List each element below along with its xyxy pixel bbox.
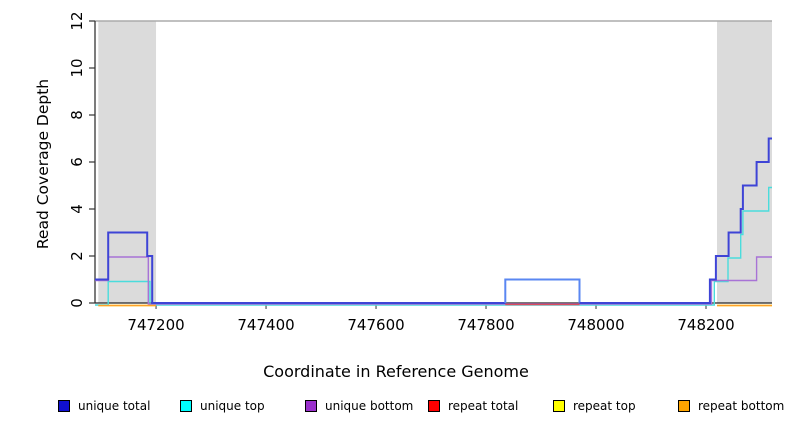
unique-total-swatch-icon	[58, 400, 70, 412]
x-tick-label: 748200	[677, 316, 734, 334]
legend-label: repeat bottom	[698, 399, 785, 413]
repeat-bottom-swatch-icon	[678, 400, 690, 412]
x-axis-label: Coordinate in Reference Genome	[263, 362, 529, 381]
legend-label: repeat total	[448, 399, 519, 413]
unique-bottom-swatch-icon	[305, 400, 317, 412]
legend-item-repeat-total: repeat total	[428, 398, 518, 414]
legend-label: unique total	[78, 399, 151, 413]
legend-label: unique top	[200, 399, 265, 413]
legend-label: unique bottom	[325, 399, 414, 413]
x-tick-label: 747800	[457, 316, 514, 334]
y-tick-label: 2	[68, 251, 86, 261]
legend-item-repeat-bottom: repeat bottom	[678, 398, 784, 414]
series-unique-total	[579, 137, 772, 304]
series-unique-total	[504, 278, 581, 303]
x-tick-label: 748000	[567, 316, 624, 334]
series-unique-total	[95, 231, 506, 304]
y-tick-label: 8	[68, 110, 86, 120]
repeat-total-swatch-icon	[428, 400, 440, 412]
repeat-region-band	[98, 21, 157, 303]
x-tick-label: 747400	[237, 316, 294, 334]
series-unique-top	[95, 186, 772, 306]
y-tick-label: 0	[68, 298, 86, 308]
y-tick-label: 10	[68, 58, 86, 77]
series-unique-bottom	[95, 256, 772, 305]
y-tick-label: 6	[68, 157, 86, 167]
x-tick-label: 747600	[347, 316, 404, 334]
legend-item-unique-bottom: unique bottom	[305, 398, 413, 414]
legend-label: repeat top	[573, 399, 636, 413]
repeat-top-swatch-icon	[553, 400, 565, 412]
x-tick-label: 747200	[127, 316, 184, 334]
y-tick-label: 12	[68, 11, 86, 30]
legend-item-repeat-top: repeat top	[553, 398, 636, 414]
legend-item-unique-top: unique top	[180, 398, 265, 414]
legend-item-unique-total: unique total	[58, 398, 150, 414]
y-tick-label: 4	[68, 204, 86, 214]
legend: unique total unique top unique bottom re…	[0, 398, 792, 418]
unique-top-swatch-icon	[180, 400, 192, 412]
y-axis-label: Read Coverage Depth	[34, 78, 52, 250]
